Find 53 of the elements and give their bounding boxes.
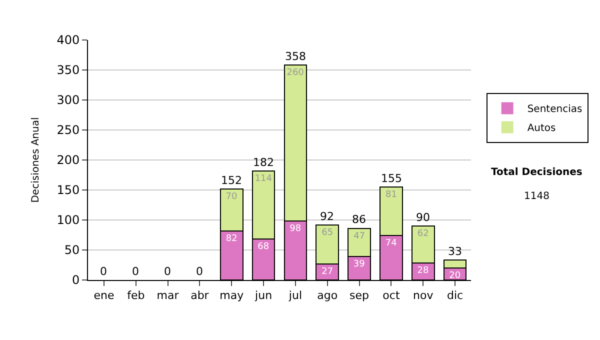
y-tick-label: 350: [56, 63, 80, 78]
x-tick-label: may: [220, 289, 244, 302]
total-label: 155: [381, 172, 402, 185]
total-label: 0: [132, 265, 139, 278]
total-label: 152: [221, 174, 242, 187]
y-tick-label: 0: [72, 273, 80, 288]
y-tick-label: 100: [56, 213, 80, 228]
data-label: 68: [258, 242, 270, 252]
y-axis-title: Decisiones Anual: [30, 117, 42, 203]
y-tick-label: 300: [56, 93, 80, 108]
legend-label: Sentencias: [527, 104, 582, 116]
x-tick-label: jun: [254, 289, 272, 302]
total-label: 33: [448, 245, 462, 258]
x-tick-label: ago: [317, 289, 338, 302]
total-label: 0: [164, 265, 171, 278]
data-label: 62: [417, 229, 429, 239]
total-label: 90: [416, 211, 430, 224]
x-tick-label: sep: [350, 289, 370, 302]
x-tick-label: abr: [190, 289, 210, 302]
y-tick-label: 150: [56, 183, 80, 198]
data-label: 260: [286, 68, 304, 78]
data-label: 27: [322, 266, 334, 277]
x-tick-label: oct: [382, 289, 400, 302]
y-tick-label: 250: [56, 123, 80, 138]
total-label: 0: [100, 265, 107, 278]
x-tick-label: jul: [288, 289, 302, 302]
data-label: 82: [226, 234, 238, 244]
data-label: 81: [385, 190, 397, 200]
data-label: 39: [353, 260, 366, 270]
data-label: 47: [354, 231, 366, 242]
x-tick-label: ene: [94, 289, 114, 302]
total-label: 182: [253, 156, 274, 169]
y-tick-label: 200: [56, 153, 80, 168]
x-tick-label: dic: [446, 289, 464, 302]
data-label: 65: [322, 228, 334, 238]
x-tick-label: mar: [156, 289, 180, 302]
y-tick-label: 400: [56, 33, 80, 48]
total-label: 358: [285, 50, 306, 63]
data-label: 70: [226, 192, 238, 202]
total-label: 92: [320, 210, 334, 223]
legend-label: Autos: [527, 123, 556, 134]
data-label: 28: [417, 266, 429, 276]
data-label: 98: [290, 224, 302, 234]
x-tick-label: nov: [413, 289, 434, 302]
data-label: 20: [449, 271, 461, 281]
text: Total Decisiones: [491, 167, 582, 178]
total-label: 0: [196, 265, 203, 278]
data-label: 74: [385, 238, 398, 249]
total-label: 86: [352, 213, 366, 226]
y-tick-label: 50: [64, 243, 80, 258]
x-tick-label: feb: [127, 289, 145, 302]
data-label: 114: [254, 174, 272, 184]
text: 1148: [524, 191, 550, 202]
